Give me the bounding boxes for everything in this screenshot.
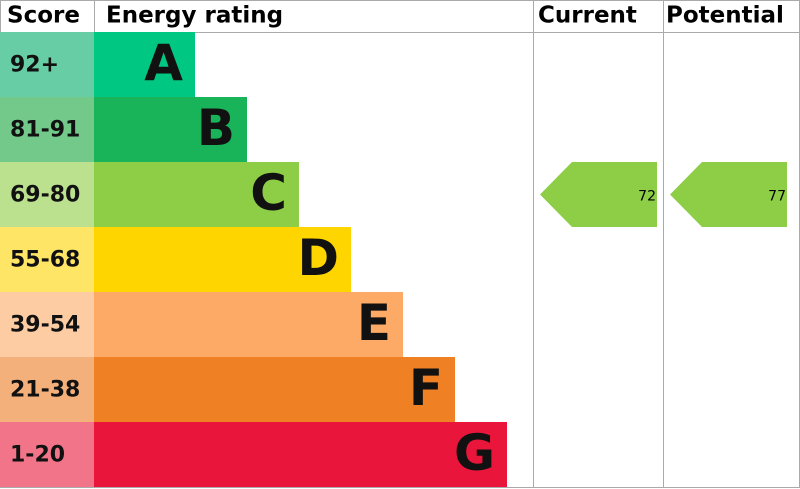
rating-letter: F — [409, 359, 443, 417]
header-potential: Potential — [666, 3, 784, 29]
score-cell — [0, 227, 94, 292]
score-cell — [0, 162, 94, 227]
score-label: 21-38 — [10, 378, 80, 403]
rating-letter: A — [144, 34, 183, 92]
score-label: 69-80 — [10, 183, 80, 208]
header-rating: Energy rating — [106, 3, 283, 29]
header-current: Current — [538, 3, 637, 29]
rating-bar — [94, 292, 403, 357]
rating-letter: B — [197, 99, 235, 157]
rating-bar — [94, 357, 455, 422]
score-cell — [0, 422, 94, 487]
potential-arrow — [670, 162, 787, 227]
score-label: 92+ — [10, 53, 59, 78]
rating-bar — [94, 97, 247, 162]
score-label: 39-54 — [10, 313, 80, 338]
rating-letter: C — [250, 164, 287, 222]
score-label: 81-91 — [10, 118, 80, 143]
score-label: 1-20 — [10, 443, 65, 468]
rating-letter: E — [357, 294, 391, 352]
header-score: Score — [7, 3, 80, 29]
score-cell — [0, 292, 94, 357]
score-cell — [0, 32, 94, 97]
rating-bar — [94, 227, 351, 292]
current-arrow — [540, 162, 657, 227]
score-label: 55-68 — [10, 248, 80, 273]
score-cell — [0, 97, 94, 162]
score-cell — [0, 357, 94, 422]
rating-letter: G — [454, 424, 495, 482]
rating-bar — [94, 162, 299, 227]
current-value: 72 — [638, 189, 656, 205]
rating-bar — [94, 422, 507, 487]
rating-letter: D — [297, 229, 339, 287]
rating-bar — [94, 32, 195, 97]
potential-value: 77 — [768, 189, 786, 205]
